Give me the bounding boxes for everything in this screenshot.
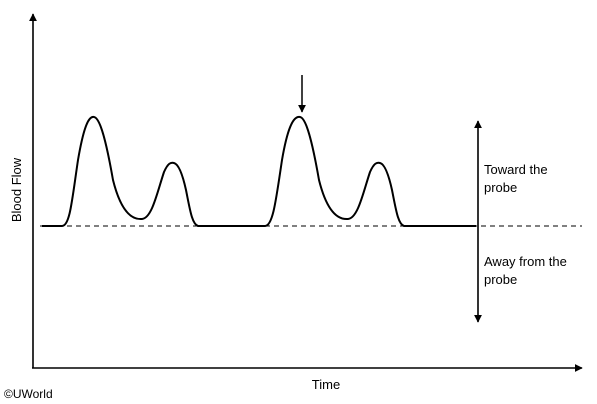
away-probe-label-line2: probe [484, 272, 517, 287]
flow-waveform [42, 115, 476, 227]
toward-probe-label-line2: probe [484, 180, 517, 195]
y-axis-label: Blood Flow [9, 157, 24, 222]
toward-probe-label-line1: Toward the [484, 162, 548, 177]
copyright-label: ©UWorld [4, 387, 53, 401]
away-probe-label-line1: Away from the [484, 254, 567, 269]
x-axis-label: Time [312, 377, 340, 392]
